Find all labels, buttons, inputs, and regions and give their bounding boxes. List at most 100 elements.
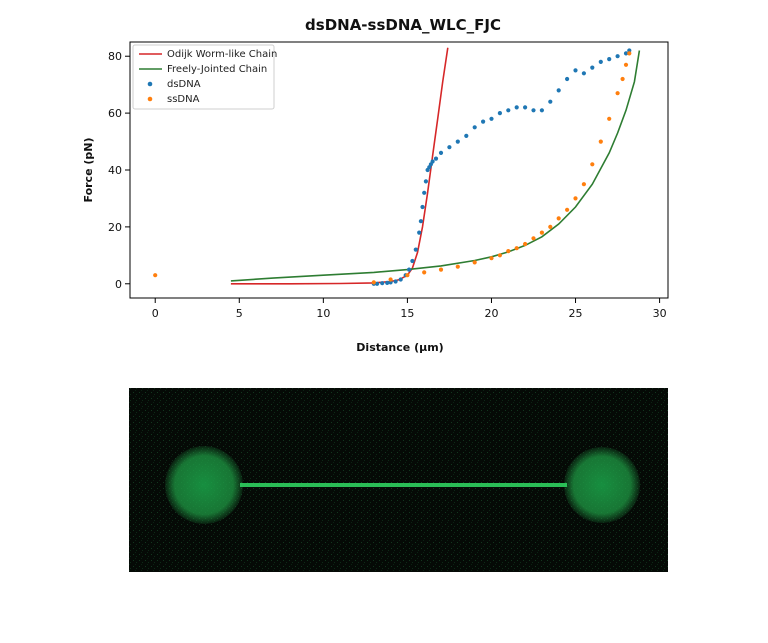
series-point-2 (418, 219, 423, 224)
x-tick-label: 0 (152, 307, 159, 320)
series-point-2 (497, 111, 502, 116)
left-trapped-bead (165, 446, 243, 524)
series-point-2 (523, 105, 528, 110)
series-point-2 (590, 65, 595, 70)
series-point-3 (531, 236, 536, 241)
series-line-0 (230, 47, 449, 285)
legend-label-wlc: Odijk Worm-like Chain (167, 49, 277, 60)
y-tick-label: 0 (115, 278, 122, 291)
series-point-2 (388, 280, 393, 285)
y-tick-label: 20 (108, 221, 122, 234)
series-point-3 (506, 249, 511, 254)
x-tick-label: 30 (653, 307, 667, 320)
series-point-3 (153, 273, 158, 278)
series-point-2 (598, 59, 603, 64)
x-tick-label: 5 (236, 307, 243, 320)
series-point-2 (573, 68, 578, 73)
series-point-2 (464, 133, 469, 138)
series-point-2 (398, 277, 403, 282)
legend-label-fjc: Freely-Jointed Chain (167, 64, 267, 75)
series-point-2 (433, 156, 439, 161)
series-point-3 (556, 216, 561, 221)
series-point-3 (627, 51, 632, 56)
series-point-3 (623, 62, 629, 67)
series-point-2 (385, 280, 390, 285)
series-point-2 (423, 179, 428, 184)
series-point-2 (393, 279, 398, 284)
series-point-2 (565, 76, 570, 82)
series-point-2 (472, 125, 477, 130)
series-line-1 (230, 50, 641, 282)
series-point-2 (447, 145, 452, 150)
series-point-2 (410, 258, 415, 264)
series-point-2 (623, 51, 629, 56)
series-point-2 (413, 247, 418, 252)
series-point-2 (455, 139, 460, 144)
series-point-3 (405, 273, 410, 278)
series-point-2 (607, 57, 612, 62)
series-point-2 (581, 71, 587, 76)
series-point-2 (539, 108, 545, 113)
series-point-2 (615, 54, 620, 59)
series-point-2 (489, 116, 494, 121)
series-point-2 (422, 190, 427, 195)
series-point-3 (514, 246, 519, 251)
series-point-2 (380, 281, 385, 286)
x-tick-label: 10 (316, 307, 330, 320)
series-point-2 (531, 108, 536, 113)
series-point-3 (581, 182, 587, 187)
series-point-3 (565, 207, 570, 212)
series-point-3 (598, 139, 603, 144)
legend-swatch-ssdna (147, 96, 153, 102)
series-point-3 (455, 264, 460, 269)
y-axis-ticks: 0 20 40 60 80 (108, 50, 130, 291)
series-point-3 (590, 162, 595, 167)
series-point-2 (375, 281, 380, 286)
y-axis-label: Force (pN) (82, 138, 95, 203)
series-point-3 (497, 253, 502, 258)
legend-box (132, 44, 275, 110)
series-point-3 (620, 76, 625, 82)
series-point-2 (417, 230, 422, 235)
series-point-3 (548, 224, 553, 229)
legend-swatch-dsdna (147, 81, 153, 87)
series-point-3 (615, 91, 620, 96)
legend-label-ssdna: ssDNA (167, 94, 200, 105)
series-point-3 (422, 270, 427, 275)
series-point-2 (481, 119, 486, 124)
dna-tether (240, 483, 567, 487)
series-point-3 (489, 256, 494, 261)
y-tick-label: 40 (108, 164, 122, 177)
right-trapped-bead (564, 447, 640, 523)
y-tick-label: 80 (108, 50, 122, 63)
chart-title: dsDNA-ssDNA_WLC_FJC (305, 16, 501, 34)
series-point-2 (556, 88, 561, 93)
x-axis-ticks: 0 5 10 15 20 25 30 (152, 298, 667, 320)
series-point-2 (407, 267, 412, 272)
fluorescence-image (129, 388, 668, 572)
series-point-3 (539, 230, 545, 235)
series-point-2 (514, 105, 519, 110)
series-point-2 (506, 108, 511, 113)
x-tick-label: 25 (569, 307, 583, 320)
legend: Odijk Worm-like Chain Freely-Jointed Cha… (132, 44, 277, 110)
series-point-3 (388, 277, 393, 282)
series-point-3 (573, 196, 578, 201)
series-point-2 (627, 48, 632, 53)
series-point-3 (523, 241, 528, 247)
series-point-2 (438, 150, 444, 155)
x-tick-label: 15 (400, 307, 414, 320)
series-point-3 (607, 116, 612, 121)
series-point-3 (438, 267, 444, 272)
x-axis-label: Distance (µm) (356, 341, 443, 354)
y-tick-label: 60 (108, 107, 122, 120)
series-point-2 (420, 204, 425, 210)
series-layer (153, 47, 641, 286)
series-point-2 (548, 99, 553, 104)
series-point-2 (430, 159, 435, 164)
series-point-3 (371, 280, 376, 285)
x-tick-label: 20 (484, 307, 498, 320)
series-point-3 (472, 260, 477, 265)
legend-label-dsdna: dsDNA (167, 79, 201, 90)
